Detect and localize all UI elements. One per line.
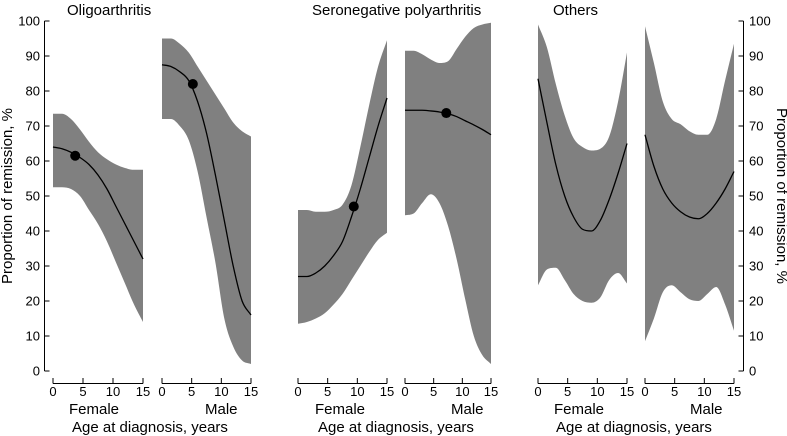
- y-tick-label-left-10: 10: [26, 329, 40, 344]
- x-tick-label-seronegative-female-0: 0: [294, 384, 301, 399]
- x-tick-label-seronegative-female-10: 10: [350, 384, 364, 399]
- x-axis-label-oligoarthritis: Age at diagnosis, years: [72, 419, 228, 436]
- x-tick-label-others-female-5: 5: [564, 384, 571, 399]
- fit-curve-others-male: [644, 134, 735, 220]
- fit-curve-seronegative-female: [298, 97, 388, 278]
- y-tick-label-left-100: 100: [18, 14, 40, 29]
- fitted-curves: [52, 64, 735, 316]
- x-tick-label-oligoarthritis-male-5: 5: [188, 384, 195, 399]
- x-tick-label-others-female-10: 10: [590, 384, 604, 399]
- y-tick-label-right-0: 0: [749, 364, 756, 379]
- data-point-seronegative-female: [348, 201, 359, 212]
- confidence-band-oligoarthritis-female: [53, 113, 143, 322]
- x-axis-label-seronegative: Age at diagnosis, years: [318, 419, 474, 436]
- y-tick-label-left-90: 90: [26, 49, 40, 64]
- y-axis-label-right: Proportion of remission, %: [773, 108, 787, 284]
- confidence-band-seronegative-male: [405, 22, 491, 364]
- fit-curve-others-female: [537, 78, 628, 232]
- y-tick-label-left-60: 60: [26, 154, 40, 169]
- fit-curve-oligoarthritis-male: [161, 64, 252, 316]
- x-tick-label-seronegative-female-5: 5: [324, 384, 331, 399]
- group-title-others: Others: [553, 2, 598, 19]
- confidence-bands: [53, 22, 734, 364]
- panel-label-male-seronegative: Male: [451, 401, 484, 418]
- x-tick-label-oligoarthritis-female-5: 5: [79, 384, 86, 399]
- axes: [44, 21, 744, 371]
- y-tick-label-left-0: 0: [33, 364, 40, 379]
- confidence-band-seronegative-female: [298, 40, 387, 324]
- group-title-oligoarthritis: Oligoarthritis: [67, 2, 151, 19]
- x-tick-label-others-female-0: 0: [534, 384, 541, 399]
- tick-labels: 0 5 10 15 0 5 10 15 0 5 10 15 0 5 10 15 0 5 10 15 0 5 10 150 010…: [18, 14, 770, 400]
- panel-label-female-oligoarthritis: Female: [69, 401, 119, 418]
- y-axis-label-left: Proportion of remission, %: [0, 108, 16, 284]
- x-tick-label-seronegative-male-5: 5: [430, 384, 437, 399]
- y-tick-label-left-20: 20: [26, 294, 40, 309]
- x-tick-label-seronegative-male-0: 0: [401, 384, 408, 399]
- y-tick-label-left-30: 30: [26, 259, 40, 274]
- x-tick-label-oligoarthritis-female-0: 0: [49, 384, 56, 399]
- y-tick-label-right-30: 30: [749, 259, 763, 274]
- y-tick-label-right-10: 10: [749, 329, 763, 344]
- y-tick-label-right-70: 70: [749, 119, 763, 134]
- y-tick-label-right-50: 50: [749, 189, 763, 204]
- y-tick-label-left-40: 40: [26, 224, 40, 239]
- panel-label-female-others: Female: [554, 401, 604, 418]
- confidence-band-others-female: [538, 24, 627, 303]
- x-tick-label-oligoarthritis-female-10: 10: [106, 384, 120, 399]
- data-points: [70, 79, 452, 212]
- x-tick-label-oligoarthritis-male-0: 0: [158, 384, 165, 399]
- y-tick-label-right-100: 100: [749, 14, 771, 29]
- y-tick-label-right-80: 80: [749, 84, 763, 99]
- panel-label-male-others: Male: [690, 401, 723, 418]
- x-tick-label-others-male-0: 0: [641, 384, 648, 399]
- data-point-seronegative-male: [441, 108, 452, 119]
- y-tick-label-left-50: 50: [26, 189, 40, 204]
- data-point-oligoarthritis-male: [187, 79, 198, 89]
- x-axis-label-others: Age at diagnosis, years: [556, 419, 712, 436]
- x-tick-label-oligoarthritis-female-15: 15: [136, 384, 150, 399]
- x-tick-label-others-male-5: 5: [671, 384, 678, 399]
- x-tick-label-seronegative-male-10: 10: [455, 384, 469, 399]
- y-tick-label-right-20: 20: [749, 294, 763, 309]
- x-tick-label-oligoarthritis-male-15: 15: [244, 384, 258, 399]
- y-tick-label-right-90: 90: [749, 49, 763, 64]
- x-tick-label-seronegative-female-15: 15: [380, 384, 394, 399]
- group-title-seronegative-polyarthritis: Seronegative polyarthritis: [312, 2, 481, 19]
- panel-label-female-seronegative: Female: [315, 401, 365, 418]
- y-tick-label-right-60: 60: [749, 154, 763, 169]
- confidence-band-oligoarthritis-male: [162, 38, 251, 364]
- x-tick-label-others-male-15: 15: [727, 384, 741, 399]
- confidence-band-others-male: [645, 26, 734, 342]
- fit-curve-oligoarthritis-female: [52, 146, 144, 260]
- y-tick-label-right-40: 40: [749, 224, 763, 239]
- y-tick-label-left-70: 70: [26, 119, 40, 134]
- x-tick-label-seronegative-male-15: 15: [484, 384, 498, 399]
- panel-label-male-oligoarthritis: Male: [205, 401, 238, 418]
- data-point-oligoarthritis-female: [70, 150, 81, 161]
- y-tick-label-left-80: 80: [26, 84, 40, 99]
- x-tick-label-others-female-15: 15: [620, 384, 634, 399]
- x-tick-label-oligoarthritis-male-10: 10: [214, 384, 228, 399]
- x-tick-label-others-male-10: 10: [697, 384, 711, 399]
